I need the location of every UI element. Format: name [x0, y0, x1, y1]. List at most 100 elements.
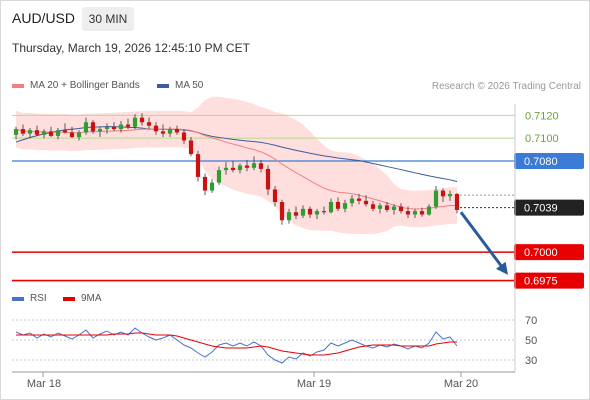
legend-ma50: MA 50	[157, 80, 203, 91]
legend-rsi-ma: 9MA	[63, 293, 102, 304]
candle-body	[174, 129, 180, 133]
candle-body	[265, 168, 271, 190]
candle-body	[328, 201, 334, 213]
candle-body	[55, 130, 61, 136]
candle-body	[118, 124, 124, 130]
last-price-tag	[514, 199, 584, 216]
candle-body	[111, 126, 117, 130]
candle-body	[216, 170, 222, 183]
rsi-series-1	[16, 332, 457, 356]
ma50-line	[15, 126, 458, 182]
target-arrow-head	[496, 261, 508, 275]
candle-body	[342, 203, 348, 209]
candle-body	[195, 154, 201, 177]
bollinger-band-area	[16, 96, 457, 235]
candle-body	[104, 126, 110, 130]
legend-rsi: RSI	[12, 293, 47, 304]
rsi-tick-70: 70	[525, 315, 537, 327]
candle-body	[153, 125, 159, 132]
candle-body	[454, 194, 460, 210]
candle-body	[349, 198, 355, 204]
candle-body	[41, 131, 47, 135]
candle-body	[146, 122, 152, 126]
candle-body	[48, 131, 54, 136]
candle-body	[384, 205, 390, 210]
level-label-0: 0.7120	[525, 110, 559, 122]
candle-body	[209, 182, 215, 191]
ma50-swatch	[157, 83, 169, 88]
candle-body	[125, 124, 131, 127]
ma20-line	[15, 128, 458, 210]
candle-body	[76, 132, 82, 138]
candle-body	[139, 117, 145, 123]
candle-body	[69, 132, 75, 138]
candle-body	[440, 190, 446, 197]
level-tag-label-3: 0.7000	[524, 247, 558, 259]
candle-body	[83, 122, 89, 133]
candle-body	[20, 129, 26, 134]
x-tick-label-2: Mar 20	[444, 378, 478, 390]
candle-body	[433, 190, 439, 207]
candle-body	[132, 117, 138, 127]
candle-body	[398, 206, 404, 212]
target-arrow-shaft	[459, 211, 504, 268]
candle-body	[223, 167, 229, 171]
candle-body	[370, 204, 376, 209]
candle-body	[321, 211, 327, 213]
legend-ma50-label: MA 50	[175, 80, 204, 91]
candle-body	[314, 211, 320, 215]
candle-body	[377, 205, 383, 209]
candle-body	[244, 165, 250, 168]
x-tick-label-0: Mar 18	[27, 378, 61, 390]
candle-body	[160, 131, 166, 134]
candle-body	[279, 201, 285, 221]
candle-body	[300, 208, 306, 216]
candle-body	[27, 130, 33, 134]
legend-ma20-label: MA 20 + Bollinger Bands	[30, 80, 140, 91]
candle-body	[363, 200, 369, 205]
datetime-label: Thursday, March 19, 2026 12:45:10 PM CET	[12, 41, 250, 55]
candle-body	[90, 122, 96, 132]
candle-body	[237, 165, 243, 171]
level-label-1: 0.7100	[525, 133, 559, 145]
candle-body	[181, 132, 187, 141]
candle-body	[202, 176, 208, 191]
candle-body	[405, 211, 411, 215]
legend-ma20-bb: MA 20 + Bollinger Bands	[12, 80, 140, 91]
candle-body	[426, 206, 432, 215]
candle-body	[62, 130, 68, 133]
rsi-swatch	[12, 296, 24, 301]
candle-body	[412, 211, 418, 215]
rsi-series-0	[15, 327, 458, 364]
candle-body	[34, 130, 40, 135]
rsi-tick-50: 50	[525, 335, 537, 347]
candle-body	[447, 194, 453, 197]
last-price-label: 0.7039	[524, 203, 558, 215]
candle-body	[419, 211, 425, 215]
rsi-ma-swatch	[63, 296, 75, 301]
rsi-tick-30: 30	[525, 355, 537, 367]
ma20-swatch	[12, 83, 24, 88]
candle-body	[97, 129, 103, 132]
level-tag-2	[514, 152, 584, 169]
credit-label: Research © 2026 Trading Central	[431, 81, 581, 92]
candle-body	[356, 198, 362, 201]
level-tag-3	[514, 244, 584, 261]
candle-body	[167, 129, 173, 134]
candle-body	[293, 212, 299, 216]
candle-body	[13, 129, 19, 135]
x-tick-label-1: Mar 19	[297, 378, 331, 390]
candle-body	[188, 140, 194, 155]
candle-body	[230, 167, 236, 171]
symbol-title: AUD/USD	[12, 10, 76, 26]
level-tag-4	[514, 272, 584, 289]
candle-body	[251, 163, 257, 168]
level-tag-label-4: 0.6975	[524, 276, 558, 288]
candle-body	[307, 208, 313, 215]
candle-body	[335, 201, 341, 209]
timeframe-button[interactable]: 30 MIN	[82, 7, 134, 31]
candle-body	[258, 163, 264, 169]
candle-body	[272, 189, 278, 202]
candle-body	[286, 212, 292, 221]
